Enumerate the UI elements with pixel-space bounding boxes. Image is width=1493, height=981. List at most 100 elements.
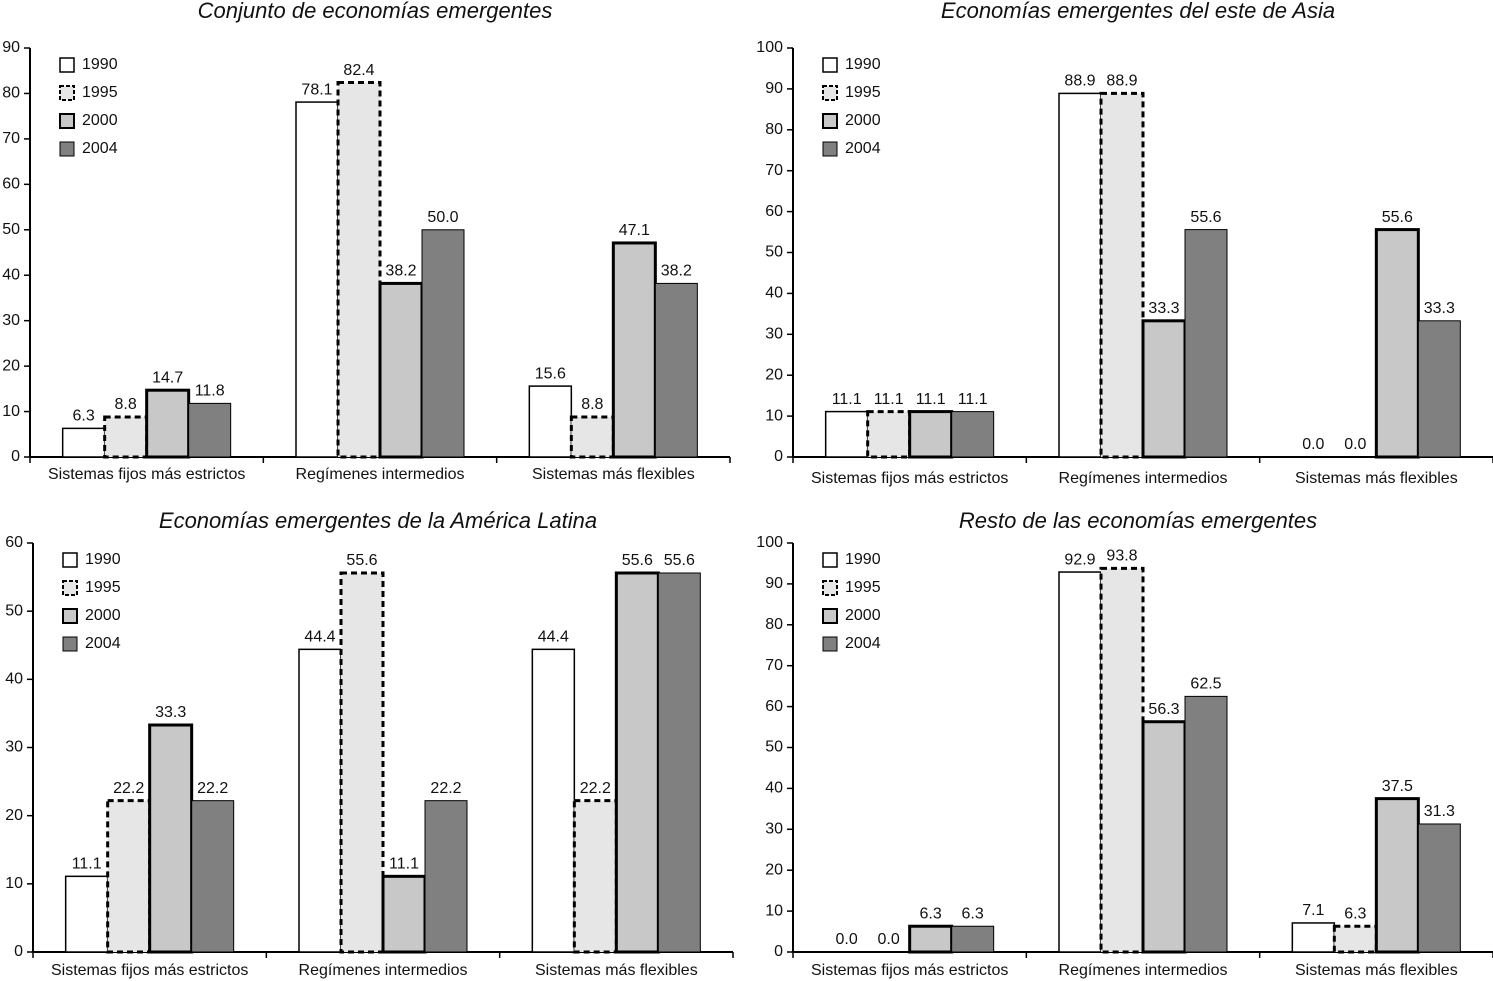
bar bbox=[421, 229, 465, 458]
legend-swatch bbox=[62, 608, 78, 624]
legend-label: 1995 bbox=[85, 579, 121, 596]
y-tick-label: 0 bbox=[774, 448, 783, 465]
legend-label: 2000 bbox=[82, 112, 118, 129]
legend-label: 1995 bbox=[82, 84, 118, 101]
bar bbox=[528, 385, 573, 458]
legend-label: 1990 bbox=[82, 56, 118, 73]
y-tick-label: 20 bbox=[765, 366, 783, 383]
x-tick-label: Regímenes intermedios bbox=[299, 962, 468, 979]
y-tick-label: 0 bbox=[11, 448, 20, 465]
y-tick-label: 10 bbox=[765, 902, 783, 919]
bar bbox=[381, 874, 427, 954]
value-label: 37.5 bbox=[1382, 778, 1413, 795]
y-tick-label: 90 bbox=[2, 39, 20, 56]
chart-title: Economías emergentes del este de Asia bbox=[941, 0, 1335, 23]
y-tick-label: 60 bbox=[765, 203, 783, 220]
bar bbox=[295, 101, 339, 458]
y-tick-label: 60 bbox=[5, 534, 23, 551]
x-tick-label: Sistemas fijos más estrictos bbox=[811, 470, 1008, 487]
value-label: 7.1 bbox=[1302, 902, 1324, 919]
legend-swatch bbox=[59, 85, 75, 101]
bar bbox=[1417, 823, 1461, 953]
y-tick-label: 30 bbox=[2, 312, 20, 329]
bar bbox=[298, 648, 342, 953]
y-tick-label: 90 bbox=[765, 80, 783, 97]
value-label: 62.5 bbox=[1190, 676, 1221, 693]
value-label: 93.8 bbox=[1106, 548, 1137, 565]
value-label: 55.6 bbox=[1190, 209, 1221, 226]
bar bbox=[824, 410, 869, 458]
bar bbox=[1058, 571, 1102, 953]
value-label: 8.8 bbox=[115, 396, 137, 413]
value-label: 78.1 bbox=[301, 81, 332, 98]
bar bbox=[103, 415, 149, 459]
bar bbox=[1184, 229, 1228, 458]
legend-label: 2000 bbox=[845, 112, 881, 129]
bar bbox=[1141, 319, 1187, 459]
y-tick-label: 30 bbox=[765, 326, 783, 343]
value-label: 22.2 bbox=[580, 780, 611, 797]
bar bbox=[1184, 695, 1228, 953]
value-label: 88.9 bbox=[1064, 73, 1095, 90]
x-tick-label: Sistemas fijos más estrictos bbox=[51, 962, 248, 979]
value-label: 6.3 bbox=[962, 905, 984, 922]
y-tick-label: 20 bbox=[2, 357, 20, 374]
bar bbox=[951, 925, 995, 953]
bar bbox=[64, 875, 109, 953]
value-label: 22.2 bbox=[197, 780, 228, 797]
y-tick-label: 30 bbox=[765, 821, 783, 838]
value-label: 56.3 bbox=[1148, 701, 1179, 718]
value-label: 55.6 bbox=[346, 552, 377, 569]
value-label: 92.9 bbox=[1064, 551, 1095, 568]
value-label: 88.9 bbox=[1106, 73, 1137, 90]
value-label: 11.1 bbox=[874, 391, 904, 408]
bar bbox=[1099, 91, 1145, 459]
value-label: 11.1 bbox=[389, 856, 419, 873]
legend-label: 1990 bbox=[845, 551, 881, 568]
legend-swatch bbox=[62, 580, 78, 596]
value-label: 44.4 bbox=[304, 629, 335, 646]
value-label: 55.6 bbox=[664, 552, 695, 569]
y-tick-label: 10 bbox=[765, 407, 783, 424]
bar bbox=[188, 402, 232, 458]
value-label: 11.8 bbox=[195, 383, 225, 400]
bar bbox=[1417, 320, 1461, 458]
bar bbox=[336, 81, 382, 459]
y-tick-label: 40 bbox=[2, 266, 20, 283]
bar bbox=[1374, 797, 1420, 954]
legend-swatch bbox=[59, 57, 75, 73]
value-label: 11.1 bbox=[832, 391, 862, 408]
bar bbox=[614, 571, 660, 954]
bar bbox=[1291, 922, 1336, 953]
value-label: 55.6 bbox=[1382, 209, 1413, 226]
bar bbox=[657, 572, 701, 953]
chart-title: Resto de las economías emergentes bbox=[959, 508, 1317, 533]
value-label: 0.0 bbox=[1302, 436, 1324, 453]
y-tick-label: 40 bbox=[5, 671, 23, 688]
bar bbox=[866, 410, 912, 459]
bar bbox=[339, 571, 385, 954]
value-label: 0.0 bbox=[1344, 436, 1366, 453]
value-label: 6.3 bbox=[920, 905, 942, 922]
legend-swatch bbox=[59, 141, 75, 157]
y-tick-label: 40 bbox=[765, 780, 783, 797]
x-tick-label: Sistemas más flexibles bbox=[1295, 470, 1458, 487]
value-label: 44.4 bbox=[538, 629, 569, 646]
bar bbox=[1141, 720, 1187, 954]
bar bbox=[191, 800, 235, 953]
bar bbox=[951, 411, 995, 458]
y-tick-label: 90 bbox=[765, 575, 783, 592]
y-tick-label: 60 bbox=[2, 176, 20, 193]
legend-label: 1995 bbox=[845, 579, 881, 596]
y-tick-label: 70 bbox=[2, 130, 20, 147]
y-tick-label: 0 bbox=[774, 943, 783, 960]
value-label: 55.6 bbox=[622, 552, 653, 569]
x-tick-label: Sistemas más flexibles bbox=[1295, 962, 1458, 979]
y-tick-label: 50 bbox=[765, 244, 783, 261]
y-tick-label: 10 bbox=[5, 875, 23, 892]
y-tick-label: 50 bbox=[2, 221, 20, 238]
bar bbox=[378, 281, 424, 459]
bar bbox=[1374, 228, 1420, 459]
value-label: 14.7 bbox=[152, 369, 183, 386]
